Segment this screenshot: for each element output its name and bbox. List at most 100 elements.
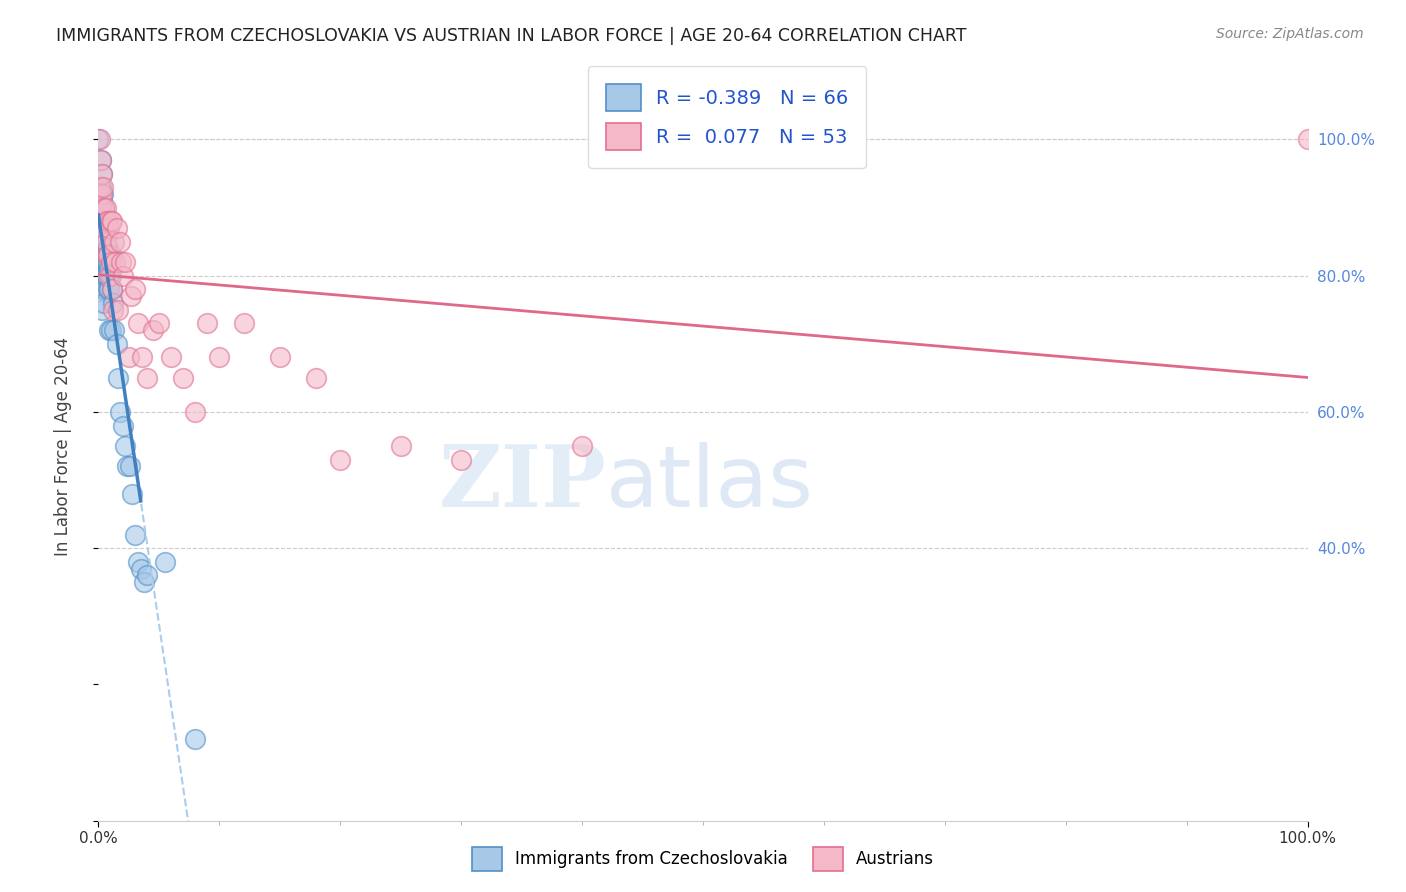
Point [91,186,114,201]
Point [90,180,112,194]
Legend: R = -0.389   N = 66, R =  0.077   N = 53: R = -0.389 N = 66, R = 0.077 N = 53 [588,66,866,168]
Point [97,214,120,228]
Point [118,459,141,474]
Point [91,214,114,228]
Point [100,255,122,269]
Point [98,248,121,262]
Point [195,317,218,331]
Point [103,323,125,337]
Point [91,194,114,208]
Point [117,459,139,474]
Point [269,351,291,365]
Point [89,132,111,146]
Point [101,302,124,317]
Point [96,214,118,228]
Point [91,268,114,283]
Point [91,221,114,235]
Point [114,255,136,269]
Point [87,132,110,146]
Point [94,255,117,269]
Point [108,235,131,249]
Text: IMMIGRANTS FROM CZECHOSLOVAKIA VS AUSTRIAN IN LABOR FORCE | AGE 20-64 CORRELATIO: IMMIGRANTS FROM CZECHOSLOVAKIA VS AUSTRI… [56,27,967,45]
Point [94,214,117,228]
Point [91,302,114,317]
Point [93,201,115,215]
Point [93,214,115,228]
Point [100,214,122,228]
Point [93,227,115,242]
Point [90,207,112,221]
Point [91,268,114,283]
Point [305,371,328,385]
Point [96,255,118,269]
Point [97,282,120,296]
Point [96,248,118,262]
Point [91,214,114,228]
Point [98,268,121,283]
Point [96,227,118,242]
Point [142,323,165,337]
Point [93,296,115,310]
Point [114,439,136,453]
Point [94,242,117,256]
Point [129,561,152,575]
Point [100,248,122,262]
Point [91,235,114,249]
Point [93,282,115,296]
Point [94,227,117,242]
Point [450,452,472,467]
Point [110,255,132,269]
Y-axis label: In Labor Force | Age 20-64: In Labor Force | Age 20-64 [53,336,72,556]
Point [91,167,114,181]
Point [107,371,129,385]
Point [184,405,207,419]
Point [127,555,149,569]
Point [153,555,176,569]
Point [124,282,146,296]
Point [571,439,593,453]
Point [90,153,112,167]
Point [1296,132,1319,146]
Point [89,214,111,228]
Point [105,221,128,235]
Point [98,282,121,296]
Point [89,180,111,194]
Point [91,282,114,296]
Point [98,323,121,337]
Point [91,255,114,269]
Point [97,248,120,262]
Point [91,186,114,201]
Point [100,282,122,296]
Point [160,351,183,365]
Point [90,255,112,269]
Point [101,296,124,310]
Point [93,268,115,283]
Point [91,214,114,228]
Point [90,201,112,215]
Point [96,268,118,283]
Point [97,242,120,256]
Point [100,323,122,337]
Point [94,268,117,283]
Point [96,242,118,256]
Point [100,214,122,228]
Point [131,351,153,365]
Point [111,418,134,433]
Point [90,153,112,167]
Point [91,255,114,269]
Point [98,221,121,235]
Point [104,255,127,269]
Point [208,351,231,365]
Point [134,575,156,590]
Point [148,317,170,331]
Point [91,235,114,249]
Point [135,568,157,582]
Point [93,235,115,249]
Point [135,371,157,385]
Text: Source: ZipAtlas.com: Source: ZipAtlas.com [1216,27,1364,41]
Point [120,289,142,303]
Point [389,439,412,453]
Point [172,371,194,385]
Point [121,486,143,500]
Point [89,235,111,249]
